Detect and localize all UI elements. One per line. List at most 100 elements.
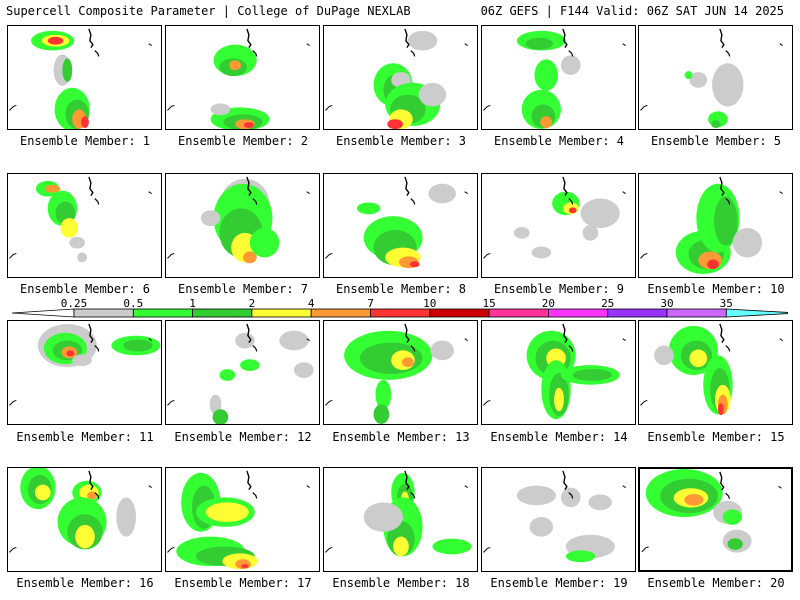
colorbar-swatch <box>192 308 253 318</box>
lake-michigan-outline <box>719 176 725 196</box>
coastline-outline <box>148 338 152 342</box>
lake-michigan-outline <box>246 470 252 490</box>
scp-contour <box>75 524 95 549</box>
coastline-outline <box>306 485 310 489</box>
coastline-outline <box>464 338 468 342</box>
ensemble-member-map[interactable] <box>638 173 793 278</box>
colorbar-swatch <box>370 308 431 318</box>
scp-contour <box>418 82 447 107</box>
ensemble-member-map[interactable] <box>638 320 793 425</box>
ensemble-member-map[interactable] <box>323 320 478 425</box>
scp-contour <box>401 357 414 368</box>
ensemble-member-label: Ensemble Member: 8 <box>335 282 467 296</box>
ensemble-member-label: Ensemble Member: 1 <box>19 134 151 148</box>
scp-field-map <box>483 323 626 420</box>
colorbar-tick-label: 0.25 <box>61 299 88 310</box>
coastline-outline <box>9 546 17 553</box>
coastline-outline <box>306 191 310 195</box>
ensemble-member-map[interactable] <box>165 320 320 425</box>
scp-contour <box>235 332 255 349</box>
coastline-outline <box>148 191 152 195</box>
scp-contour <box>393 536 409 557</box>
scp-contour <box>432 538 472 555</box>
ensemble-member-label: Ensemble Member: 12 <box>174 430 312 444</box>
scp-contour <box>513 226 530 239</box>
lake-michigan-outline <box>404 28 410 48</box>
ensemble-member-map[interactable] <box>323 173 478 278</box>
ensemble-member-label: Ensemble Member: 9 <box>493 282 625 296</box>
coastline-outline <box>9 399 17 406</box>
lake-michigan-outline <box>562 470 568 490</box>
scp-contour <box>654 345 674 366</box>
scp-contour <box>727 538 743 550</box>
scp-contour <box>34 484 51 501</box>
scp-contour <box>430 340 454 361</box>
lake-michigan-outline <box>562 176 568 196</box>
ensemble-member-map[interactable] <box>638 467 793 572</box>
ensemble-member-map[interactable] <box>165 173 320 278</box>
ensemble-member-map[interactable] <box>7 173 162 278</box>
coastline-outline <box>640 104 648 111</box>
scp-field-map <box>483 470 626 563</box>
ensemble-member-label: Ensemble Member: 14 <box>490 430 628 444</box>
scp-contour <box>210 103 231 116</box>
ensemble-member-map[interactable] <box>7 467 162 572</box>
scp-contour <box>229 60 242 71</box>
coastline-outline <box>779 43 783 47</box>
ensemble-member-map[interactable] <box>481 467 636 572</box>
ensemble-member-map[interactable] <box>165 25 320 130</box>
ensemble-member-map[interactable] <box>481 320 636 425</box>
scp-contour <box>707 259 719 270</box>
ensemble-member-label: Ensemble Member: 4 <box>493 134 625 148</box>
colorbar-tick-label: 25 <box>601 299 614 310</box>
coastline-outline <box>483 546 491 553</box>
coastline-outline <box>325 399 333 406</box>
coastline-outline <box>325 546 333 553</box>
scp-field-map <box>641 469 782 553</box>
colorbar-scale: 0.25 0.5 1 2 4 7 10 15 20 25 30 35 <box>12 299 788 318</box>
ensemble-member-map[interactable] <box>7 25 162 130</box>
scp-contour <box>684 494 704 506</box>
scp-contour <box>732 227 763 258</box>
ensemble-member-map[interactable] <box>165 467 320 572</box>
scp-contour <box>66 350 75 357</box>
scp-contour <box>209 394 222 415</box>
colorbar: 0.25 0.5 1 2 4 7 10 15 20 25 30 35 <box>12 299 788 319</box>
ensemble-member-label: Ensemble Member: 17 <box>174 576 312 590</box>
ensemble-member-label: Ensemble Member: 3 <box>335 134 467 148</box>
coastline-outline <box>622 43 626 47</box>
ensemble-member-map[interactable] <box>7 320 162 425</box>
coastline-outline <box>725 198 731 205</box>
coastline-outline <box>148 485 152 489</box>
scp-contour <box>242 251 257 264</box>
scp-contour <box>531 246 552 259</box>
ensemble-member-map[interactable] <box>481 173 636 278</box>
scp-contour <box>560 487 581 508</box>
scp-field-map <box>9 176 152 263</box>
scp-contour <box>123 339 153 352</box>
scp-field-map <box>325 470 472 557</box>
coastline-outline <box>306 43 310 47</box>
coastline-outline <box>725 345 731 352</box>
scp-field-map <box>483 176 626 259</box>
lake-michigan-outline <box>562 323 568 343</box>
coastline-outline <box>464 485 468 489</box>
scp-contour <box>243 122 254 129</box>
ensemble-member-map[interactable] <box>323 467 478 572</box>
scp-contour <box>356 202 381 215</box>
scp-contour <box>684 71 693 79</box>
ensemble-member-map[interactable] <box>323 25 478 130</box>
scp-field-map <box>167 176 310 264</box>
ensemble-member-map[interactable] <box>481 25 636 130</box>
coastline-outline <box>568 345 574 352</box>
ensemble-member-label: Ensemble Member: 13 <box>332 430 470 444</box>
scp-contour <box>712 63 744 107</box>
coastline-outline <box>410 492 416 499</box>
colorbar-tick-label: 4 <box>308 299 315 310</box>
colorbar-tick-label: 2 <box>249 299 256 310</box>
colorbar-tick-label: 35 <box>720 299 733 310</box>
coastline-outline <box>325 104 333 111</box>
ensemble-member-label: Ensemble Member: 10 <box>647 282 785 296</box>
scp-contour <box>200 210 221 226</box>
ensemble-member-map[interactable] <box>638 25 793 130</box>
